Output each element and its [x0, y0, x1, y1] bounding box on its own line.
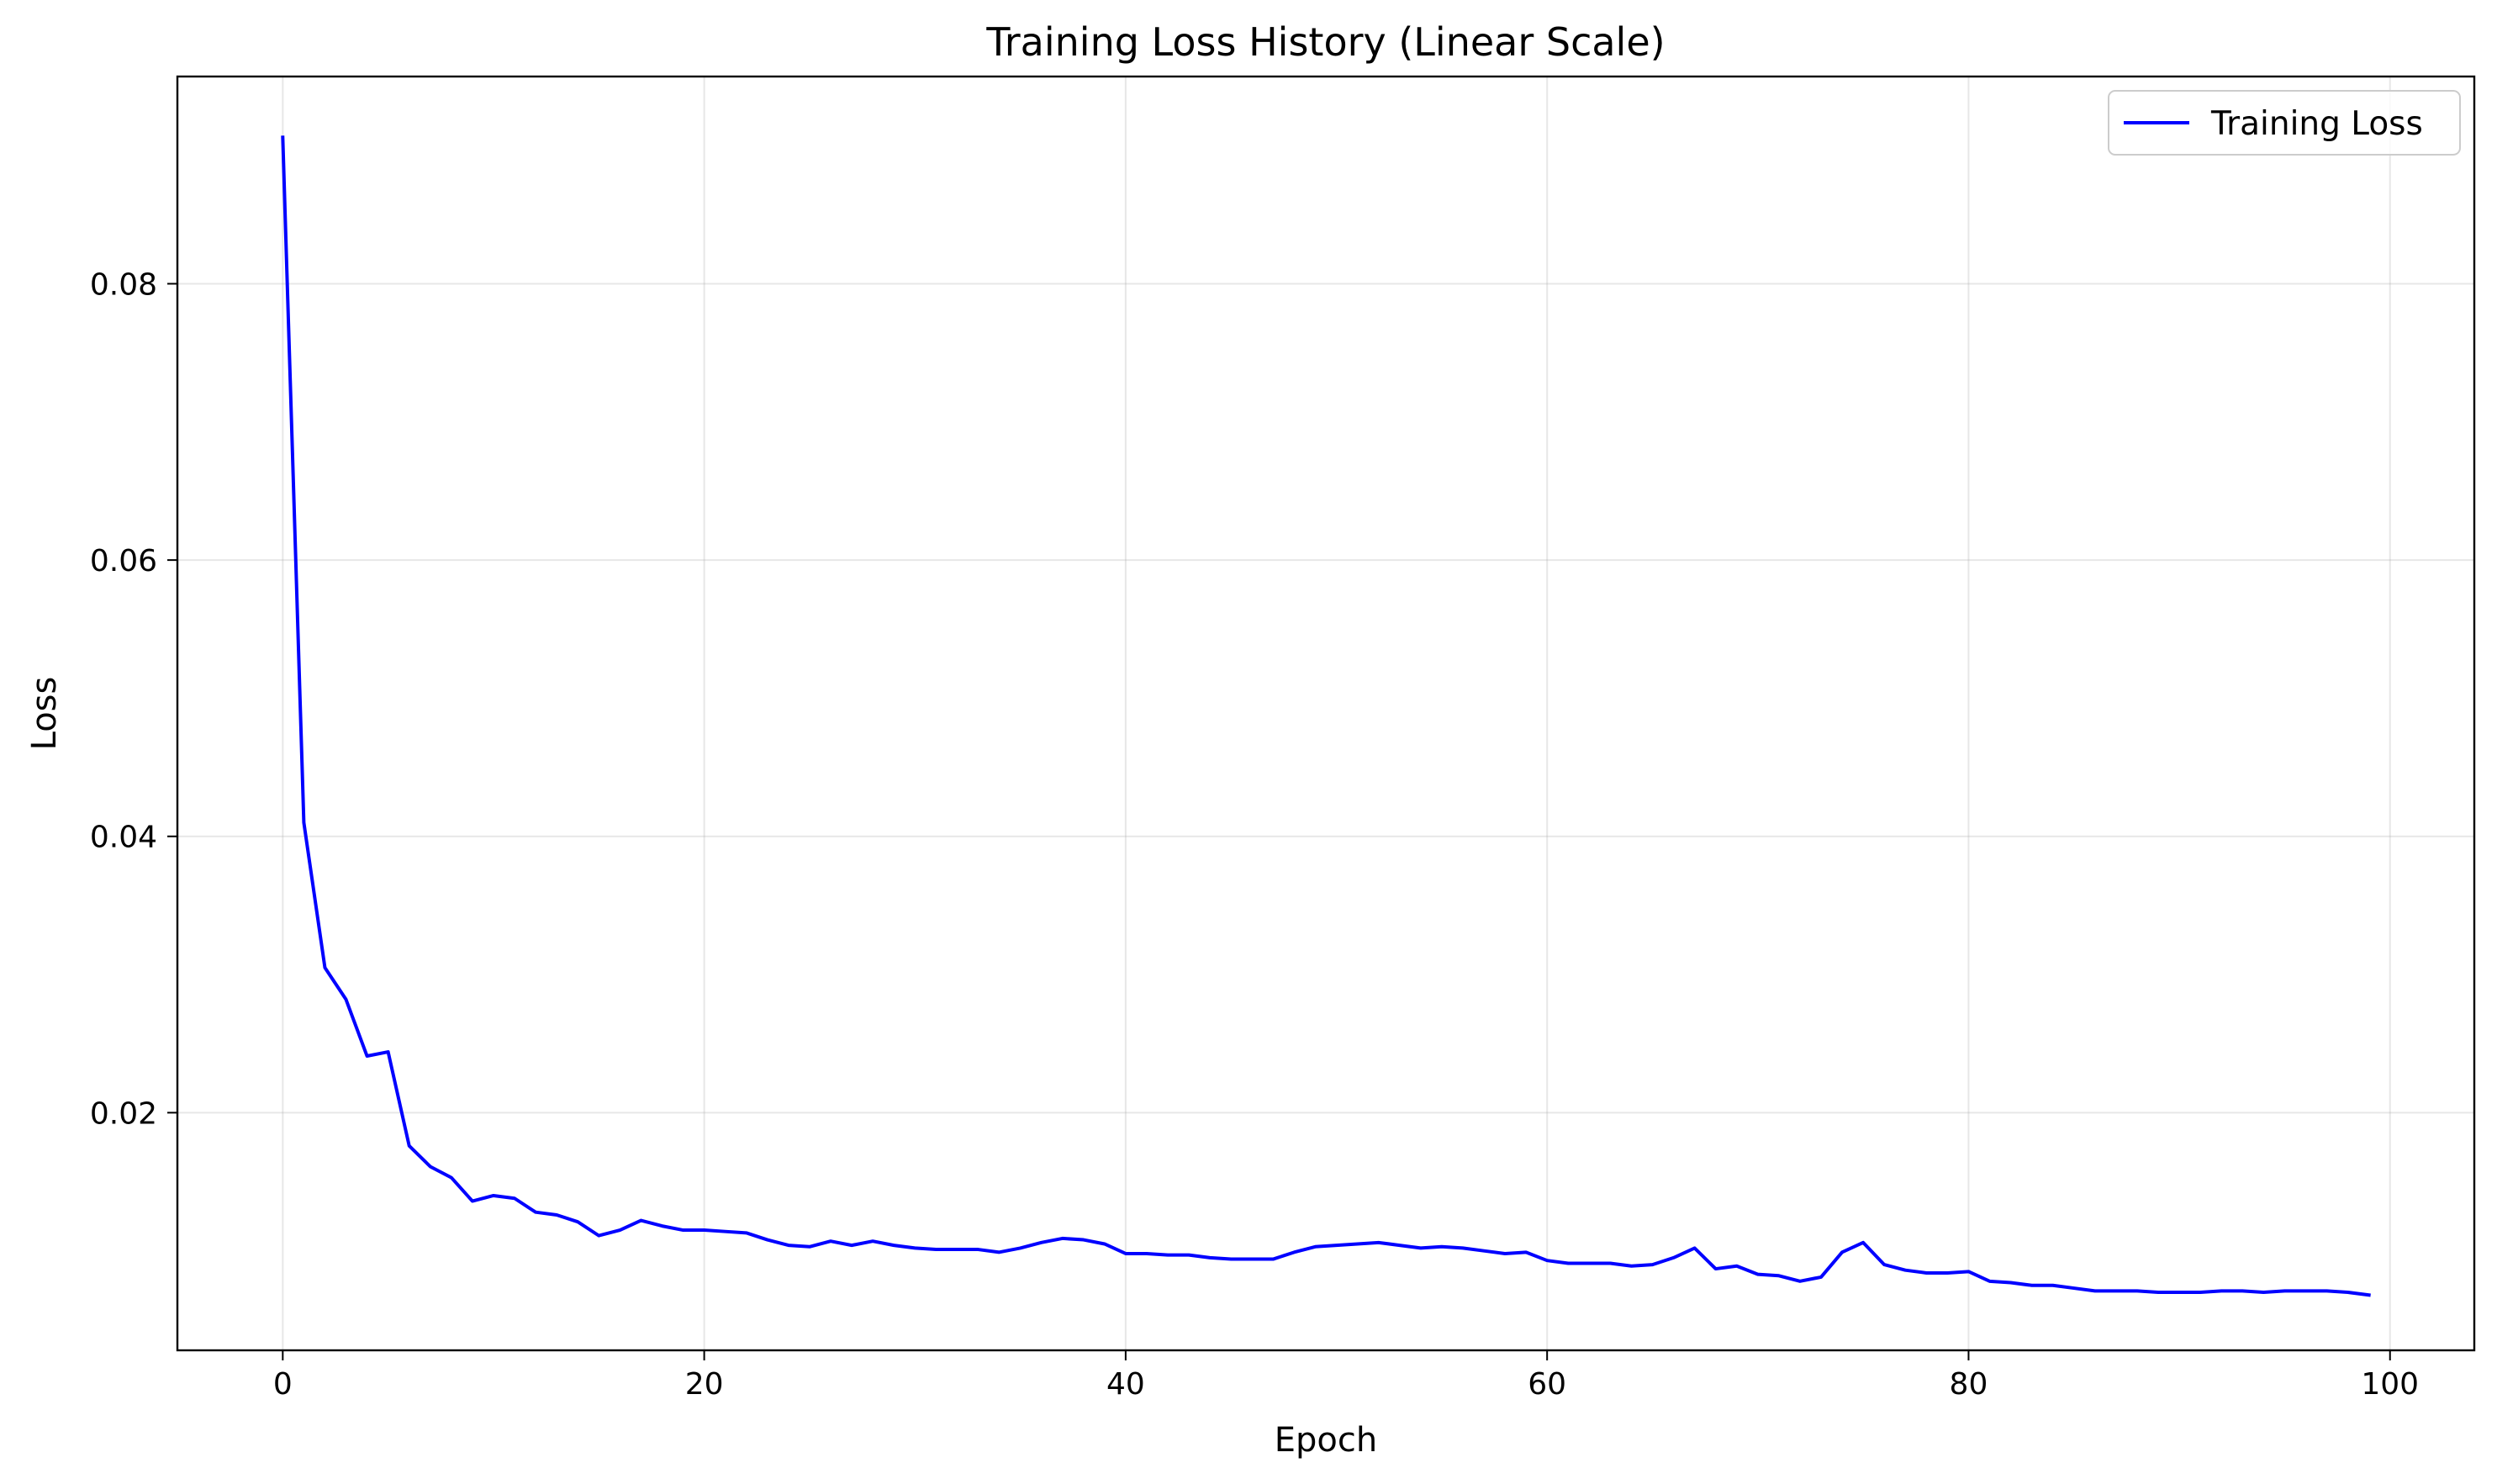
- y-tick-label: 0.06: [90, 544, 157, 578]
- grid: [177, 77, 2474, 1350]
- x-tick-label: 60: [1528, 1367, 1566, 1402]
- x-tick-label: 80: [1950, 1367, 1988, 1402]
- series-layer: [281, 135, 2371, 1297]
- x-tick-label: 0: [273, 1367, 293, 1402]
- chart-title: Training Loss History (Linear Scale): [985, 19, 1665, 65]
- x-tick-label: 20: [685, 1367, 724, 1402]
- y-axis-label: Loss: [25, 677, 64, 751]
- y-tick-label: 0.02: [90, 1096, 157, 1131]
- x-axis-label: Epoch: [1275, 1421, 1377, 1460]
- x-tick-label: 100: [2361, 1367, 2419, 1402]
- x-tick-label: 40: [1106, 1367, 1145, 1402]
- series-line-training-loss: [281, 135, 2371, 1297]
- legend-label-training-loss: Training Loss: [2210, 105, 2423, 143]
- y-tick-label: 0.04: [90, 821, 157, 855]
- legend: Training Loss: [2108, 90, 2461, 156]
- y-tick-label: 0.08: [90, 267, 157, 302]
- legend-box: [2108, 90, 2461, 156]
- ticks: 0 20 40 60 80 100 0.02 0.04 0.06 0.08: [90, 267, 2419, 1402]
- plot-frame: [176, 75, 2476, 1352]
